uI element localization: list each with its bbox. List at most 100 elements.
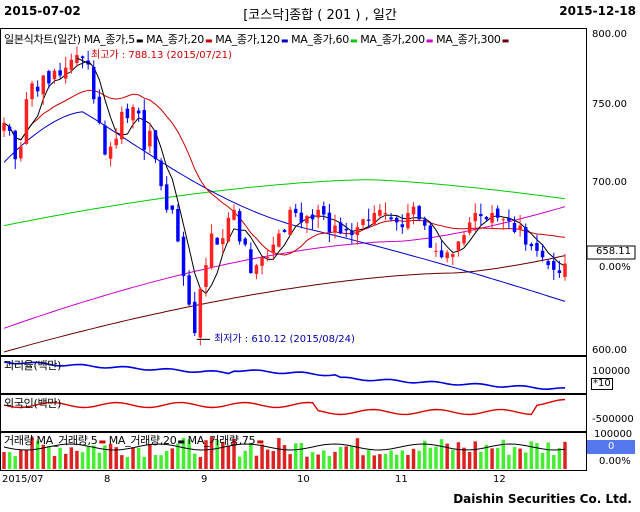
volume-bar	[327, 455, 332, 469]
candle	[69, 53, 74, 74]
ind1-line	[3, 361, 566, 391]
volume-bar	[153, 455, 158, 469]
volume-bar	[24, 450, 29, 469]
candle-body	[215, 237, 219, 245]
candle-body	[114, 138, 118, 146]
volume-bar	[193, 453, 197, 469]
candle	[13, 129, 17, 169]
ind1-label: 괴리율(백만)	[4, 359, 62, 372]
candle	[153, 130, 158, 163]
candle	[512, 216, 517, 234]
footer-brand: Daishin Securities Co. Ltd.	[453, 492, 632, 506]
volume-bar	[254, 455, 259, 469]
candle-body	[361, 219, 365, 226]
volume-bar	[467, 451, 472, 469]
candle-body	[63, 67, 68, 79]
candle-body	[439, 250, 444, 258]
volume-bar	[80, 452, 85, 469]
candle	[30, 80, 34, 107]
volume-bar	[226, 445, 231, 469]
candle	[148, 122, 152, 154]
start-date: 2015-07-02	[4, 4, 81, 18]
price-panel-frame	[0, 28, 587, 356]
candle	[193, 291, 197, 336]
volume-bar	[198, 456, 203, 469]
candle	[249, 242, 253, 274]
candle-body	[327, 212, 332, 232]
candle	[52, 68, 57, 84]
candle	[439, 240, 444, 259]
candle-body	[535, 243, 539, 251]
candle	[310, 209, 315, 230]
price-legend-item: 일본식차트(일간)	[4, 33, 81, 46]
volume-bar	[378, 454, 382, 469]
candle-body	[507, 218, 511, 221]
volume-bar	[529, 441, 534, 469]
candle-body	[333, 225, 337, 232]
candle-body	[24, 99, 29, 144]
price-tick-750: 750.00	[592, 99, 627, 110]
volume-bar	[540, 452, 545, 469]
candle	[394, 215, 399, 231]
candle	[299, 202, 304, 229]
candle	[338, 217, 343, 235]
volume-bar	[383, 454, 388, 469]
x-label-oct: 10	[297, 474, 310, 485]
candle	[92, 60, 96, 104]
volume-bar	[131, 447, 135, 469]
candle-body	[277, 233, 281, 247]
candle-body	[159, 160, 163, 187]
candle-body	[221, 238, 225, 245]
volume-bar	[19, 449, 23, 469]
candle-body	[288, 209, 292, 235]
candle-body	[153, 130, 158, 160]
candle-body	[495, 208, 500, 218]
candle	[355, 222, 360, 245]
candle-body	[434, 250, 438, 252]
candle-body	[170, 205, 175, 210]
candle-body	[540, 250, 545, 258]
candle-body	[209, 233, 214, 268]
candle-body	[47, 71, 51, 84]
candle	[108, 142, 113, 167]
candle-body	[529, 243, 534, 247]
volume-bar	[181, 437, 186, 469]
volume-bar	[2, 452, 6, 469]
candle	[226, 212, 231, 243]
volume-bar	[299, 442, 304, 469]
candle	[159, 158, 163, 191]
chart-title: [코스닥]종합 ( 201 ) , 일간	[243, 8, 397, 23]
candle	[198, 287, 203, 346]
candle-body	[501, 219, 506, 221]
candle-body	[282, 229, 287, 232]
candle	[142, 99, 146, 161]
candle-body	[372, 212, 376, 225]
candle	[529, 242, 534, 251]
volume-bar	[271, 451, 276, 469]
candle-body	[181, 236, 186, 277]
price-layer	[2, 46, 567, 353]
current-price-box	[586, 245, 636, 260]
x-label-sep: 9	[201, 474, 208, 485]
volume-value-box	[587, 440, 635, 454]
ind1-panel-frame	[0, 356, 587, 394]
volume-tick: 100000	[594, 429, 633, 440]
candle	[237, 208, 242, 245]
end-date: 2015-12-18	[559, 4, 636, 18]
candle-body	[108, 146, 113, 159]
volume-bar	[221, 441, 225, 469]
volume-bar	[428, 447, 433, 469]
volume-bar	[52, 455, 57, 469]
candle-body	[350, 231, 354, 236]
candle	[361, 218, 365, 230]
candle-body	[86, 60, 90, 65]
volume-bar	[41, 444, 46, 469]
candle	[406, 203, 410, 231]
candle	[181, 231, 186, 286]
candle	[187, 270, 191, 306]
volume-bar	[372, 455, 376, 469]
volume-bar	[277, 438, 281, 469]
volume-bar	[13, 455, 17, 469]
volume-bar	[338, 447, 343, 469]
